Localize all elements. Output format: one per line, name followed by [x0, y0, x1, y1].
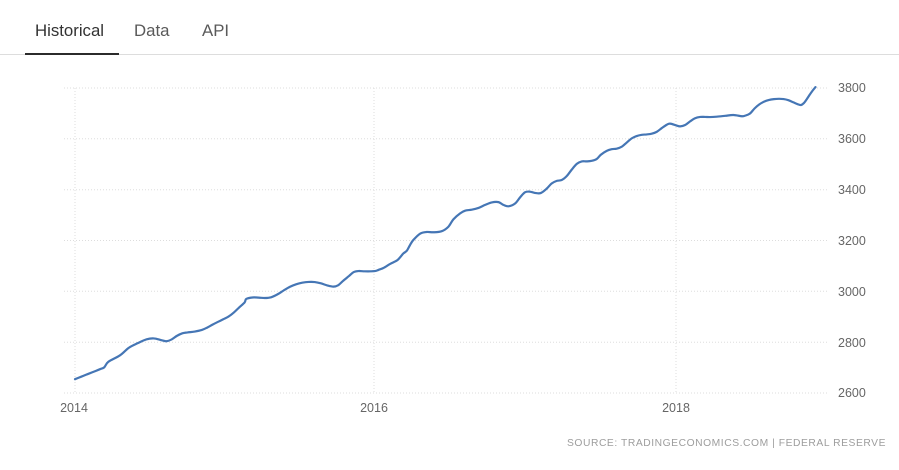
svg-text:3800: 3800	[838, 81, 866, 95]
svg-text:2600: 2600	[838, 386, 866, 400]
svg-text:3200: 3200	[838, 234, 866, 248]
svg-text:2018: 2018	[662, 401, 690, 415]
svg-text:2800: 2800	[838, 336, 866, 350]
svg-text:3600: 3600	[838, 132, 866, 146]
svg-text:2016: 2016	[360, 401, 388, 415]
svg-text:3000: 3000	[838, 285, 866, 299]
svg-text:3400: 3400	[838, 183, 866, 197]
svg-text:2014: 2014	[60, 401, 88, 415]
